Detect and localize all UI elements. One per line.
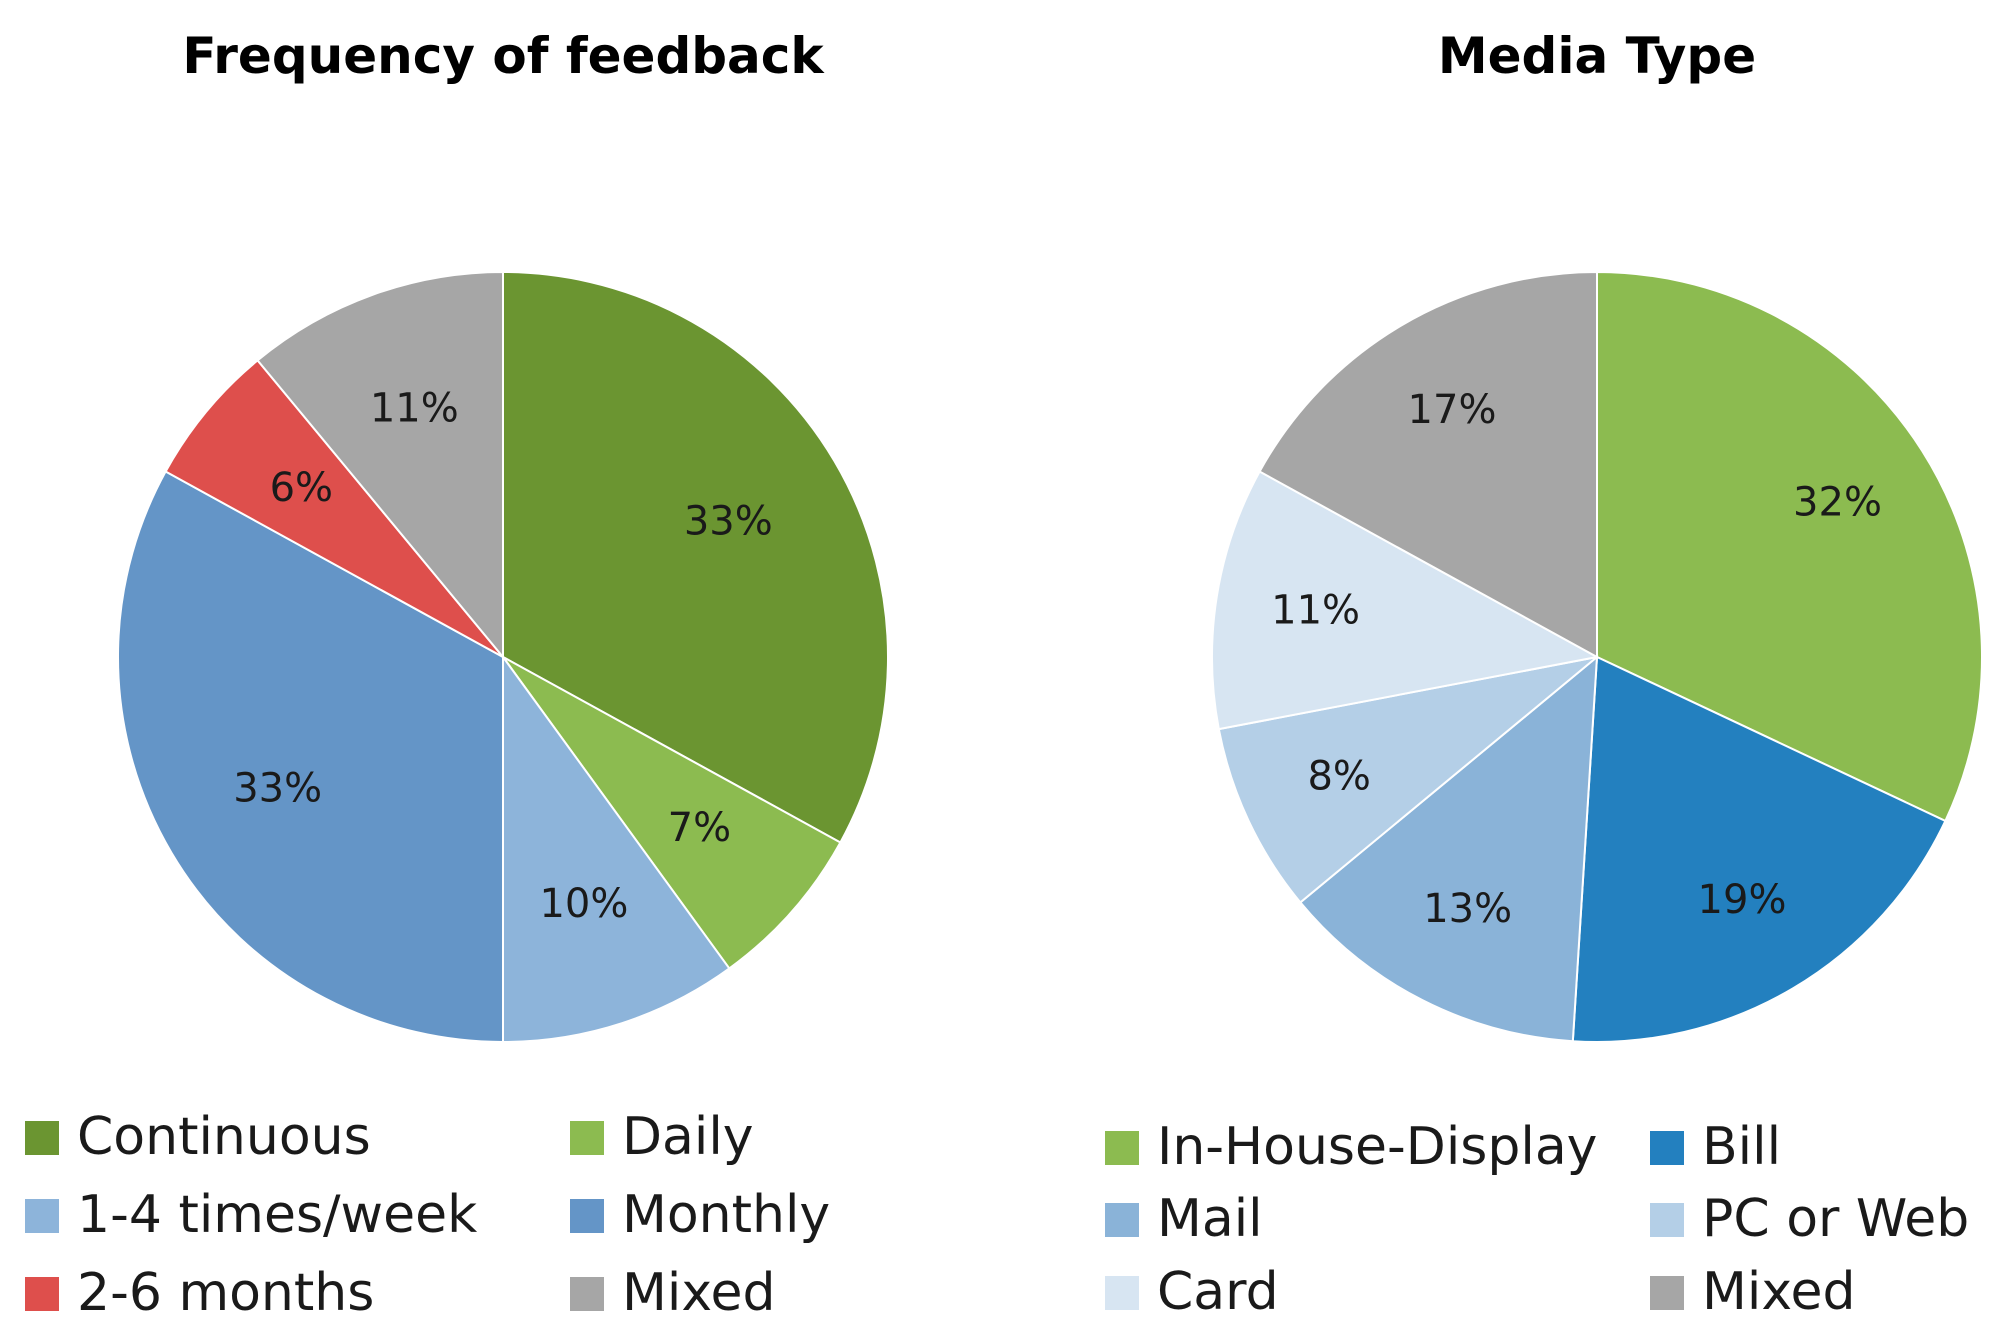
legend-swatch (570, 1121, 604, 1155)
pie-slice-labels: 33% 7% 10% 33% 6% 11% (233, 386, 773, 927)
legend-swatch (1650, 1276, 1684, 1310)
legend-label: Continuous (77, 1107, 371, 1167)
pie-slice-continuous (502, 270, 889, 844)
pie-slice-1-4-times-week (502, 653, 731, 1044)
legend-swatch (1105, 1276, 1139, 1310)
legend-swatch (1650, 1203, 1684, 1237)
legend-swatch (1105, 1203, 1139, 1237)
chart-frequency-of-feedback: Frequency of feedback 33% 7% 10% 33% 6% 11% C… (25, 27, 889, 1323)
legend-label: Bill (1702, 1117, 1781, 1177)
pie-slice-labels: 32% 19% 13% 8% 11% 17% (1271, 387, 1882, 932)
legend-label: Mail (1157, 1189, 1263, 1249)
legend-label: Mixed (622, 1263, 776, 1323)
legend-label: Mixed (1702, 1262, 1856, 1322)
legend-swatch (570, 1277, 604, 1311)
pie-slices (117, 270, 889, 1044)
pie-slice-mixed (1258, 270, 1598, 659)
legend-swatch (25, 1199, 59, 1233)
pie-slice-monthly (117, 470, 504, 1044)
slice-label-mixed: 17% (1408, 387, 1497, 433)
legend-item-mixed: Mixed (570, 1263, 776, 1323)
legend-item-1-4-times-week: 1-4 times/week (25, 1185, 477, 1245)
pie-slice-2-6-months (164, 358, 504, 658)
legend-label: Monthly (622, 1185, 830, 1245)
legend-label: PC or Web (1702, 1189, 1969, 1249)
legend-item-2-6-months: 2-6 months (25, 1263, 374, 1323)
pie-slice-bill (1571, 655, 1947, 1043)
legend-swatch (25, 1277, 59, 1311)
legend-label: 2-6 months (77, 1263, 374, 1323)
chart-title: Media Type (1438, 27, 1756, 85)
legend-swatch (570, 1199, 604, 1233)
legend-item-bill: Bill (1650, 1117, 1781, 1177)
pie-slice-in-house-display (1596, 270, 1983, 823)
legend: Continuous Daily 1-4 times/week Monthly 2-6 … (25, 1107, 830, 1323)
pie-slice-mixed (256, 270, 504, 660)
legend-label: 1-4 times/week (77, 1185, 477, 1245)
pie-slice-daily (502, 656, 842, 970)
legend-item-monthly: Monthly (570, 1185, 830, 1245)
slice-label-2-6-months: 6% (270, 465, 333, 511)
slice-label-mail: 13% (1423, 886, 1512, 932)
legend-label: In-House-Display (1157, 1117, 1597, 1177)
pie-slice-mail (1298, 654, 1599, 1043)
slice-label-monthly: 33% (233, 765, 322, 811)
slice-label-continuous: 33% (684, 499, 773, 545)
slice-label-daily: 7% (668, 805, 731, 851)
legend-swatch (25, 1121, 59, 1155)
slice-label-bill: 19% (1698, 877, 1787, 923)
legend-item-daily: Daily (570, 1107, 754, 1167)
slice-label-mixed: 11% (370, 386, 459, 432)
chart-media-type: Media Type 32% 19% 13% 8% 11% 17% In-House-Di… (1105, 27, 1983, 1322)
slice-label-in-house-display: 32% (1793, 479, 1882, 525)
legend-label: Daily (622, 1107, 754, 1167)
slice-label-1-4-times-week: 10% (539, 881, 628, 927)
legend: In-House-Display Bill Mail PC or Web Card Mix… (1105, 1117, 1969, 1322)
legend-item-in-house-display: In-House-Display (1105, 1117, 1597, 1177)
legend-swatch (1105, 1131, 1139, 1165)
pie-slice-card (1211, 470, 1600, 731)
legend-item-pc-or-web: PC or Web (1650, 1189, 1969, 1249)
legend-label: Card (1157, 1262, 1279, 1322)
legend-swatch (1650, 1131, 1684, 1165)
pie-slices (1211, 270, 1983, 1043)
legend-item-card: Card (1105, 1262, 1279, 1322)
slice-label-pc-or-web: 8% (1307, 753, 1370, 799)
pie-slice-pc-or-web (1217, 656, 1598, 904)
chart-title: Frequency of feedback (182, 27, 825, 85)
legend-item-mail: Mail (1105, 1189, 1263, 1249)
slice-label-card: 11% (1271, 587, 1360, 633)
legend-item-mixed: Mixed (1650, 1262, 1856, 1322)
legend-item-continuous: Continuous (25, 1107, 371, 1167)
